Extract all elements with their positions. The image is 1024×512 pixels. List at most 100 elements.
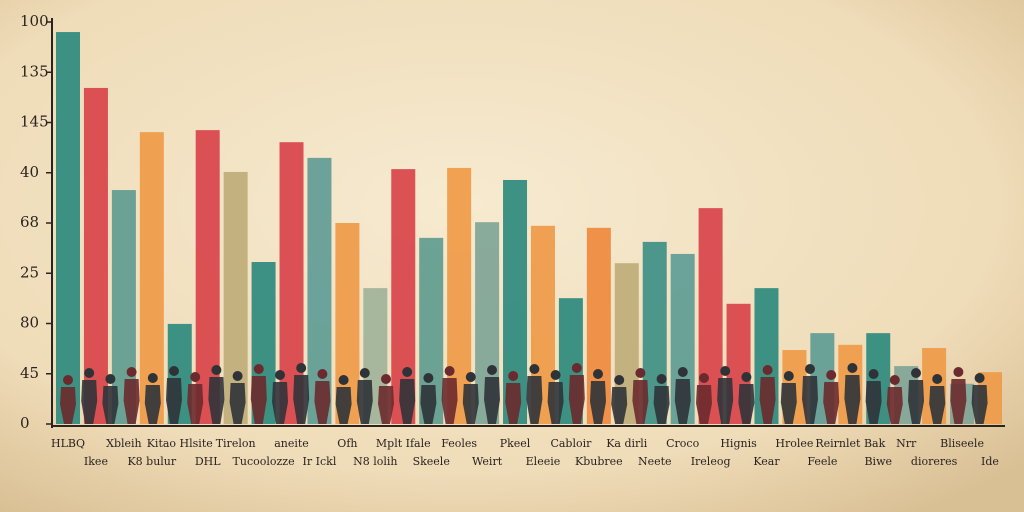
figure-head [571,363,582,373]
figure-head [275,370,285,380]
figure-body [462,384,479,424]
figure-body [60,387,76,424]
figure-body [166,378,182,424]
figure-body [187,384,204,424]
x-tick-label: Cabloir [550,437,592,450]
bar [503,179,528,424]
figure-body [399,379,416,424]
figure-body [505,383,522,424]
figure-head [402,367,413,377]
figure-body [674,379,691,424]
figure-head [126,367,137,377]
figure-body [632,380,649,424]
figure-head [169,366,179,376]
figure-head [826,370,837,380]
x-tick-label: Neete [638,455,672,468]
x-tick-label: dioreres [911,455,958,468]
figure-head [253,364,264,374]
bar [223,171,248,424]
figure-head [805,364,815,374]
figure-head [550,370,561,380]
figure-head [296,363,307,373]
figure-body [865,381,882,424]
figure-head [232,371,243,381]
figure-head [953,367,964,377]
y-tick-label: 0 [20,414,30,432]
figure-head [847,363,858,373]
x-tick-label: Pkeel [500,437,531,450]
x-tick-label: Ka dirli [606,437,648,450]
figure-head [359,368,370,378]
figure-body [844,375,861,424]
figure-head [593,369,603,379]
figure-body [611,387,628,424]
x-tick-label: Bliseele [940,437,984,450]
figure-body [759,377,776,424]
figure-body [780,383,797,424]
x-tick-label: DHL [195,455,221,468]
bar [56,32,80,425]
figure-body [950,379,967,424]
figure-head [147,373,158,383]
figure-body [653,386,670,424]
figure-head [635,368,646,378]
x-tick-label: HLBQ [51,437,85,450]
figure-head [741,372,752,382]
figure-head [762,365,773,375]
y-tick-label: 40 [20,163,39,181]
y-tick-label: 25 [20,263,39,281]
figure-head [614,375,625,385]
figure-body [526,376,543,424]
figure-head [911,368,921,378]
y-tick-label: 145 [20,113,49,131]
figure-body [229,383,246,424]
figure-body [823,382,840,424]
x-tick-label: Ir Ickl [303,455,337,468]
silhouettes [60,363,988,424]
x-tick-label: Xbleih [106,437,142,450]
figure-head [211,365,222,375]
figure-body [314,381,331,424]
figure-head [932,374,943,384]
x-tick-label: Ide [981,455,999,468]
figure-body [81,380,98,424]
x-tick-label: Weirt [472,455,503,468]
x-tick-label: Feoles [441,437,477,450]
figure-body [802,376,818,424]
figure-body [717,378,734,424]
figure-body [908,380,924,424]
figure-head [190,372,201,382]
figure-head [423,373,434,383]
figure-head [656,374,667,384]
figure-body [738,384,755,424]
figure-body [568,375,585,424]
figure-body [378,386,394,424]
figure-body [886,387,903,424]
figure-head [720,366,731,376]
figure-head [529,364,540,374]
x-tick-label: K8 bulur [127,455,176,468]
x-tick-label: aneite [274,437,309,450]
figure-body [250,376,267,424]
figure-body [208,377,225,424]
figure-body [484,377,500,424]
figure-head [868,369,879,379]
figure-head [105,374,116,384]
figure-body [335,387,352,424]
figure-head [508,371,519,381]
x-tick-label: Ofh [337,437,357,450]
x-tick-label: Kear [753,455,780,468]
x-tick-label: Nrr [896,437,917,450]
figure-head [889,375,900,385]
figure-head [487,365,497,375]
x-tick-label: Ikee [84,455,108,468]
figure-body [929,386,946,424]
bar [83,87,108,424]
x-tick-label: Feele [807,455,837,468]
figure-body [356,380,373,424]
x-tick-label: Kitao Hlsite [147,437,213,450]
figure-body [102,386,119,424]
figure-body [696,385,712,424]
x-tick-label: Skeele [413,455,450,468]
